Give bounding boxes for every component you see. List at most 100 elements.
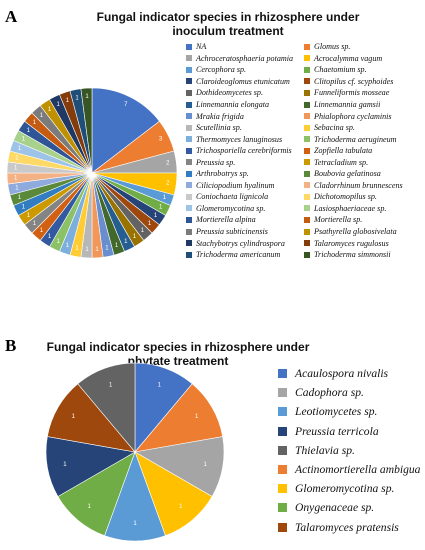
legend-swatch	[304, 228, 310, 235]
data-label-glomeromycotina-sp: 1	[63, 462, 67, 468]
legend-swatch	[186, 124, 192, 131]
legend-swatch	[304, 147, 310, 154]
legend-row: Thermomyces lanuginosus Trichoderma aerug…	[186, 133, 422, 145]
legend-item-ciliciopodium-hyalinum: Ciliciopodium hyalinum	[186, 181, 304, 190]
legend-item-mrakia-frigida: Mrakia frigida	[186, 112, 304, 121]
data-label-trichoderma-aerugineum: 1	[56, 239, 60, 245]
legend-item-talaromyces-pratensis: Talaromyces pratensis	[278, 518, 424, 537]
legend-label: Talaromyces pratensis	[295, 520, 399, 534]
legend-row: Glomeromycotina sp. Lasiosphaeriaceae sp.	[186, 203, 422, 215]
legend-label: Lasiosphaeriaceae sp.	[314, 203, 387, 213]
legend-label: Scutellinia sp.	[196, 123, 242, 133]
data-label-trichoderma-simmonsii: 1	[85, 94, 89, 100]
legend-label: Ciliciopodium hyalinum	[196, 180, 275, 190]
legend-swatch	[186, 240, 192, 247]
legend-item-achroceratosphaeria-potamia: Achroceratosphaeria potamia	[186, 54, 304, 63]
legend-row: Coniochaeta lignicola Dichotomopilus sp.	[186, 191, 422, 203]
legend-row: Dothideomycetes sp. Funneliformis mosseae	[186, 87, 422, 99]
legend-item-na: NA	[186, 42, 304, 51]
legend-label: Leotiomycetes sp.	[295, 405, 378, 419]
legend-item-sebacina-sp: Sebacina sp.	[304, 123, 422, 132]
data-label-clitopilus-cf-scyphoides: 1	[148, 221, 152, 227]
legend-label: Linnemannia elongata	[196, 100, 270, 109]
legend-swatch	[186, 101, 192, 108]
legend-item-onygenaceae-sp: Onygenaceae sp.	[278, 498, 424, 517]
legend-swatch	[304, 78, 310, 85]
data-label-cadophora-sp: 1	[195, 414, 199, 420]
panel-a-title-line1: Fungal indicator species in rhizosphere …	[96, 10, 360, 24]
legend-swatch	[278, 522, 287, 532]
data-label-thielavia-sp: 1	[133, 521, 137, 527]
legend-swatch	[186, 228, 192, 235]
data-label-dothideomycetes-sp: 1	[141, 228, 145, 234]
data-label-linnemannia-gamsii: 1	[115, 243, 119, 249]
legend-label: Thielavia sp.	[295, 443, 355, 457]
legend-row: Linnemannia elongata Linnemannia gamsii	[186, 99, 422, 111]
data-label-trichosporiella-cerebriformis: 1	[48, 234, 52, 240]
legend-label: Funneliformis mosseae	[314, 88, 390, 98]
legend-label: Actinomortierella ambigua	[295, 463, 421, 477]
legend-item-actinomortierella-ambigua: Actinomortierella ambigua	[278, 460, 424, 479]
data-label-claroideoglomus-etunicatum: 1	[154, 213, 158, 219]
data-label-cercophora-sp: 1	[163, 195, 167, 201]
legend-item-psathyrella-globosivelata: Psathyrella globosivelata	[304, 227, 422, 236]
legend-swatch	[186, 78, 192, 85]
legend-swatch	[186, 43, 192, 50]
legend-label: Mortierella sp.	[314, 215, 363, 225]
panel-a-title-line2: inoculum treatment	[172, 24, 284, 38]
legend-a: NA Glomus sp. Achroceratosphaeria potamia A…	[186, 41, 422, 260]
data-label-talaromyces-pratensis: 1	[109, 383, 113, 389]
legend-label: Talaromyces rugulosus	[314, 238, 389, 248]
legend-swatch	[304, 182, 310, 189]
legend-row: Achroceratosphaeria potamia Acrocalymma v…	[186, 53, 422, 65]
data-label-preussia-subticinensis: 1	[40, 113, 44, 119]
legend-item-glomeromycotina-sp: Glomeromycotina sp.	[278, 479, 424, 498]
legend-item-mortierella-alpina: Mortierella alpina	[186, 215, 304, 224]
pie-slice-na	[91, 87, 160, 174]
legend-item-tetracladium-sp: Tetracladium sp.	[304, 158, 422, 167]
data-label-na: 7	[124, 102, 128, 108]
legend-row: Mrakia frigida Phialophora cyclaminis	[186, 110, 422, 122]
legend-item-linnemannia-gamsii: Linnemannia gamsii	[304, 100, 422, 109]
legend-item-preussia-sp: Preussia sp.	[186, 158, 304, 167]
data-label-tetracladium-sp: 1	[27, 213, 31, 219]
legend-row: Stachybotrys cylindrospora Talaromyces ru…	[186, 237, 422, 249]
legend-row: Ciliciopodium hyalinum Cladorrhinum brunn…	[186, 180, 422, 192]
legend-item-scutellinia-sp: Scutellinia sp.	[186, 123, 304, 132]
legend-item-zopfiella-tabulata: Zopfiella tabulata	[304, 146, 422, 155]
legend-label: Mrakia frigida	[196, 111, 244, 121]
legend-item-trichoderma-americanum: Trichoderma americanum	[186, 250, 304, 259]
data-label-preussia-sp: 1	[33, 221, 37, 227]
legend-swatch	[304, 159, 310, 166]
legend-swatch	[186, 136, 192, 143]
legend-item-chaetomium-sp: Chaetomium sp.	[304, 65, 422, 74]
data-label-preussia-terricola: 1	[179, 504, 183, 510]
legend-swatch	[304, 124, 310, 131]
legend-label: Chaetomium sp.	[314, 65, 367, 75]
data-label-zopfiella-tabulata: 1	[40, 228, 44, 234]
legend-item-preussia-subticinensis: Preussia subticinensis	[186, 227, 304, 236]
legend-label: Preussia terricola	[295, 424, 379, 438]
legend-item-funneliformis-mosseae: Funneliformis mosseae	[304, 88, 422, 97]
legend-label: Achroceratosphaeria potamia	[196, 53, 294, 63]
legend-swatch	[186, 182, 192, 189]
legend-label: Zopfiella tabulata	[314, 146, 373, 156]
pie-slice-talaromyces-pratensis	[77, 362, 136, 453]
legend-swatch	[304, 251, 310, 258]
pie-chart-b: 1 1 1 1 1 1 1 1 1	[45, 362, 225, 542]
legend-label: Cercophora sp.	[196, 65, 247, 75]
legend-item-coniochaeta-lignicola: Coniochaeta lignicola	[186, 192, 304, 201]
legend-row: NA Glomus sp.	[186, 41, 422, 53]
data-label-talaromyces-rugulosus: 1	[66, 98, 70, 104]
data-label-arthrobotrys-sp: 1	[22, 204, 26, 210]
legend-swatch	[304, 193, 310, 200]
legend-label: Trichoderma aerugineum	[314, 134, 397, 144]
legend-label: Preussia sp.	[196, 157, 236, 167]
legend-swatch	[304, 170, 310, 177]
legend-row: Preussia subticinensis Psathyrella globos…	[186, 226, 422, 238]
legend-swatch	[278, 445, 287, 455]
legend-label: Preussia subticinensis	[196, 227, 268, 237]
data-label-scutellinia-sp: 1	[85, 247, 89, 253]
data-label-cladorrhinum-brunnescens: 1	[14, 176, 18, 182]
